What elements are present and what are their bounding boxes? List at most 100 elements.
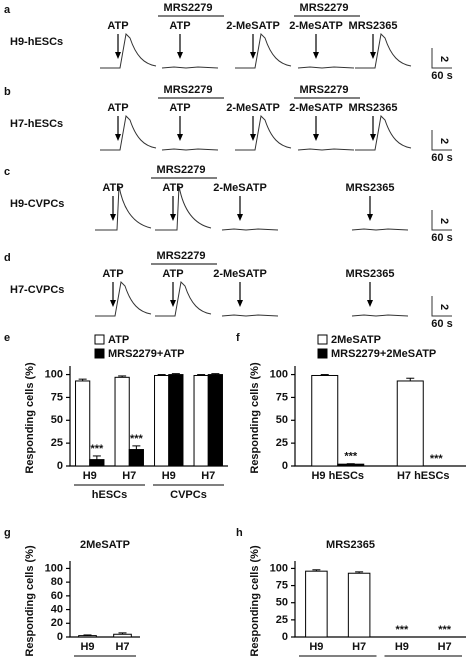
significance: *** [90,443,104,455]
panel-letter: b [4,86,11,98]
arrow-head [110,214,116,221]
calcium-trace [221,314,279,317]
arrow-head [110,300,116,307]
bar [207,374,223,467]
arrow-head [237,214,243,221]
y-tick-label: 0 [282,460,288,472]
calcium-trace [351,228,409,231]
significance: *** [344,451,358,463]
y-axis-label: Responding cells (%) [249,545,261,657]
stimulus-label: MRS2365 [349,20,398,32]
y-tick-label: 0 [57,631,63,643]
x-tick-label: H9 hESCs [311,470,364,482]
calcium-trace [161,66,219,69]
calcium-trace [235,32,292,69]
x-tick-label: H7 [352,641,366,653]
scale-y-label: 2 [438,304,450,310]
y-axis-label: Responding cells (%) [24,545,36,657]
calcium-trace [221,228,279,231]
arrow-head [115,52,121,59]
y-tick-label: 80 [51,576,63,588]
calcium-trace [297,66,355,69]
scale-x-label: 60 s [431,152,452,164]
legend-swatch [317,334,328,345]
scale-x-label: 60 s [431,318,452,330]
arrow-head [170,214,176,221]
bar [347,572,371,638]
calcium-trace [100,32,157,69]
legend-label: ATP [108,334,129,346]
significance: *** [438,624,452,636]
stimulus-label: 2-MeSATP [289,102,343,114]
axis [69,561,140,638]
stimulus-label: MRS2365 [346,182,395,194]
legend-swatch [94,334,105,345]
panel-letter: c [4,166,10,178]
arrow-head [313,52,319,59]
arrow-head [370,134,376,141]
y-tick-label: 75 [276,391,288,403]
scale-bar [431,210,452,231]
blocker-label: MRS2279 [164,2,213,14]
scale-y-label: 2 [438,56,450,62]
bar [154,374,170,467]
y-tick-label: 40 [51,603,63,615]
arrow-head [237,300,243,307]
bar [78,635,97,638]
panel-letter: d [4,252,11,264]
arrow-head [250,134,256,141]
y-tick-label: 25 [276,614,288,626]
y-tick-label: 100 [270,368,288,380]
blocker-label: MRS2279 [157,164,206,176]
scale-bar [431,296,452,317]
arrow-head [313,134,319,141]
stimulus-label: ATP [162,268,183,280]
stimulus-label: 2-MeSATP [213,268,267,280]
blocker-label: MRS2279 [300,2,349,14]
arrow-head [250,52,256,59]
panel-letter: g [4,527,11,539]
stimulus-label: ATP [102,268,123,280]
group-label: CVPCs [170,489,207,501]
blocker-label: MRS2279 [157,250,206,262]
bar [311,374,339,467]
legend-label: 2MeSATP [331,334,381,346]
row-label: H7-CVPCs [10,284,64,296]
y-tick-label: 100 [45,562,63,574]
y-tick-label: 50 [51,414,63,426]
y-tick-label: 50 [276,414,288,426]
bar [114,376,130,467]
bar [113,633,132,638]
arrow-head [115,134,121,141]
x-tick-label: H7 [115,641,129,653]
y-tick-label: 0 [57,460,63,472]
group-label: hESCs [92,489,127,501]
bar [396,380,424,467]
calcium-trace [95,185,152,231]
bar [168,374,184,467]
legend-label: MRS2279+2MeSATP [331,348,436,360]
calcium-trace [351,314,409,317]
significance: *** [130,433,144,445]
calcium-trace [155,185,212,231]
bar [75,380,91,467]
stimulus-label: ATP [169,20,190,32]
stimulus-label: 2-MeSATP [289,20,343,32]
stimulus-label: ATP [107,20,128,32]
bar [305,570,328,638]
calcium-trace [155,280,212,317]
x-tick-label: H7 [122,470,136,482]
scale-bar [431,130,452,151]
bar [193,374,209,467]
y-tick-label: 25 [276,437,288,449]
row-label: H9-hESCs [10,36,63,48]
bar [337,463,365,467]
arrow-head [370,52,376,59]
chart-title: MRS2365 [326,539,375,551]
row-label: H9-CVPCs [10,198,64,210]
chart-title: 2MeSATP [80,539,130,551]
y-tick-label: 75 [51,391,63,403]
bar [89,459,105,467]
y-axis-label: Responding cells (%) [249,362,261,474]
